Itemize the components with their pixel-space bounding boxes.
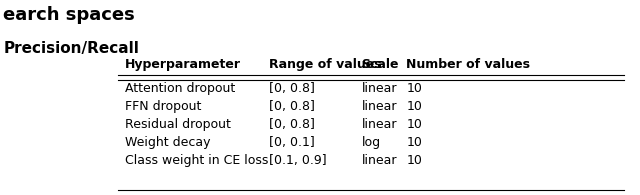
Text: FFN dropout: FFN dropout [125, 100, 201, 113]
Text: [0, 0.8]: [0, 0.8] [269, 82, 315, 95]
Text: Precision/Recall: Precision/Recall [3, 41, 139, 56]
Text: [0.1, 0.9]: [0.1, 0.9] [269, 154, 326, 167]
Text: log: log [362, 136, 381, 149]
Text: 10: 10 [406, 100, 422, 113]
Text: linear: linear [362, 100, 397, 113]
Text: 10: 10 [406, 154, 422, 167]
Text: Attention dropout: Attention dropout [125, 82, 235, 95]
Text: linear: linear [362, 118, 397, 131]
Text: Scale: Scale [362, 58, 399, 71]
Text: Residual dropout: Residual dropout [125, 118, 230, 131]
Text: earch spaces: earch spaces [3, 6, 135, 24]
Text: [0, 0.8]: [0, 0.8] [269, 100, 315, 113]
Text: Number of values: Number of values [406, 58, 531, 71]
Text: Range of values: Range of values [269, 58, 381, 71]
Text: Weight decay: Weight decay [125, 136, 211, 149]
Text: 10: 10 [406, 82, 422, 95]
Text: Class weight in CE loss: Class weight in CE loss [125, 154, 268, 167]
Text: 10: 10 [406, 136, 422, 149]
Text: Hyperparameter: Hyperparameter [125, 58, 241, 71]
Text: [0, 0.1]: [0, 0.1] [269, 136, 314, 149]
Text: [0, 0.8]: [0, 0.8] [269, 118, 315, 131]
Text: linear: linear [362, 154, 397, 167]
Text: linear: linear [362, 82, 397, 95]
Text: 10: 10 [406, 118, 422, 131]
